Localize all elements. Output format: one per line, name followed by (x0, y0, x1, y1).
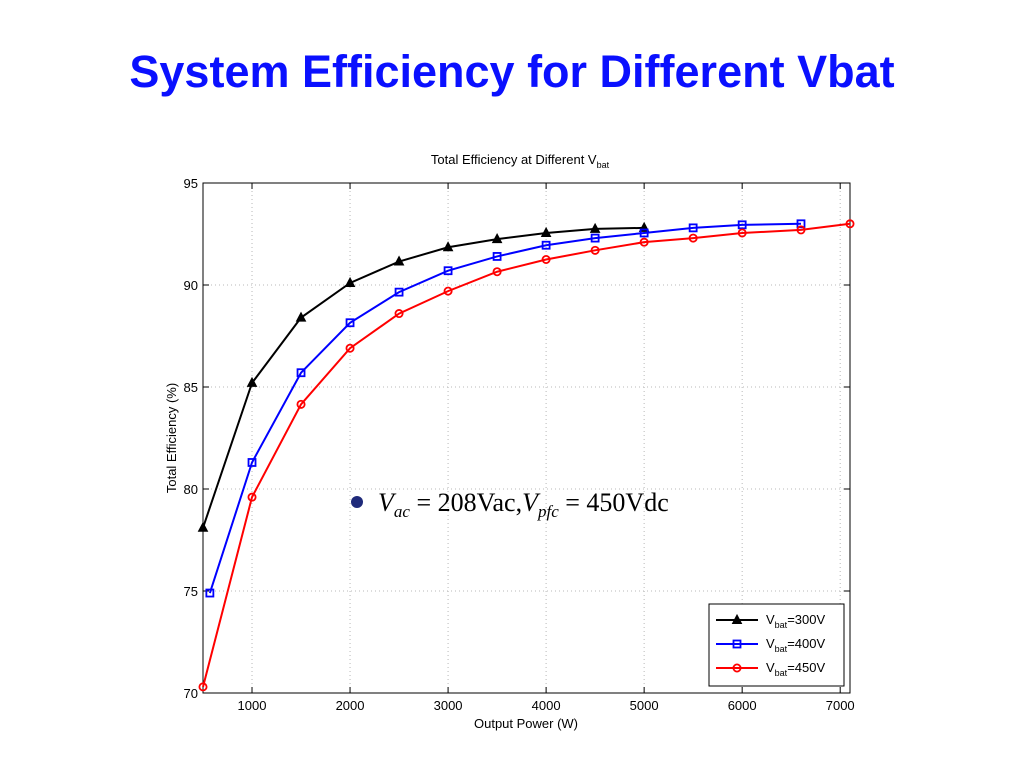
x-tick-label: 4000 (532, 698, 561, 713)
series-1 (205, 219, 806, 598)
annot-v1: V (378, 488, 397, 517)
chart-title-main: Total Efficiency at Different V (431, 152, 597, 167)
series-2 (198, 219, 855, 692)
data-point (796, 219, 806, 229)
annotation-bullet (351, 496, 363, 508)
data-point (442, 241, 454, 252)
data-point (589, 222, 601, 233)
data-point (688, 223, 698, 233)
data-point (491, 233, 503, 244)
legend-item-1: Vbat=400V (716, 636, 825, 654)
x-tick-label: 6000 (728, 698, 757, 713)
annot-eq1: = 208Vac, (410, 488, 522, 517)
y-tick-label: 85 (184, 380, 198, 395)
y-axis-label: Total Efficiency (%) (164, 383, 179, 493)
y-tick-label: 75 (184, 584, 198, 599)
y-tick-label: 95 (184, 176, 198, 191)
data-point (590, 245, 600, 255)
legend-item-2: Vbat=450V (716, 660, 825, 678)
y-tick-label: 70 (184, 686, 198, 701)
data-point (540, 226, 552, 237)
data-point (205, 588, 215, 598)
legend-label-sub: bat (775, 644, 788, 654)
data-point (796, 225, 806, 235)
x-tick-label: 1000 (238, 698, 267, 713)
chart-title-sub: bat (597, 160, 610, 170)
data-point (344, 276, 356, 287)
axis-ticks: 1000 2000 3000 4000 5000 6000 7000 70 75 80 85 90 95 (184, 176, 855, 713)
plot-frame (202, 182, 851, 694)
data-point (541, 254, 551, 264)
data-point (246, 376, 258, 387)
legend-label: Vbat=300V (766, 612, 825, 630)
annot-v2: V (522, 488, 541, 517)
slide-title: System Efficiency for Different Vbat (129, 46, 895, 97)
legend-item-0: Vbat=300V (716, 612, 825, 630)
data-point (845, 219, 855, 229)
chart-title: Total Efficiency at Different Vbat (431, 152, 610, 170)
data-point (247, 492, 257, 502)
y-tick-label: 80 (184, 482, 198, 497)
data-point (345, 318, 355, 328)
data-point (492, 267, 502, 277)
data-point (394, 287, 404, 297)
legend-marker (732, 663, 742, 673)
data-point (198, 682, 208, 692)
legend-label-value: =400V (787, 636, 825, 651)
series-line (202, 222, 851, 688)
annot-eq2: = 450Vdc (559, 488, 669, 517)
data-point (296, 368, 306, 378)
series-line (202, 226, 645, 529)
annotation: Vac = 208Vac,Vpfc = 450Vdc (351, 488, 669, 521)
legend-label-sub: bat (775, 620, 788, 630)
y-tick-label: 90 (184, 278, 198, 293)
x-tick-label: 7000 (826, 698, 855, 713)
data-point (443, 286, 453, 296)
series-layer (197, 219, 855, 692)
series-0 (197, 221, 650, 532)
data-point (345, 343, 355, 353)
data-point (296, 399, 306, 409)
legend-label-v: V (766, 612, 775, 627)
legend-marker (731, 613, 743, 624)
annot-v1-sub: ac (394, 502, 411, 521)
data-point (688, 233, 698, 243)
legend-label-v: V (766, 660, 775, 675)
data-point (393, 255, 405, 266)
data-point (492, 252, 502, 261)
legend-marker (732, 639, 742, 649)
x-tick-label: 3000 (434, 698, 463, 713)
legend-label-sub: bat (775, 668, 788, 678)
legend-label: Vbat=400V (766, 636, 825, 654)
legend-label-v: V (766, 636, 775, 651)
x-tick-label: 2000 (336, 698, 365, 713)
legend-label-value: =450V (787, 660, 825, 675)
data-point (247, 458, 257, 467)
data-point (590, 233, 600, 243)
legend-label-value: =300V (787, 612, 825, 627)
data-point (443, 266, 453, 276)
data-point (197, 521, 209, 532)
data-point (639, 237, 649, 247)
legend-label: Vbat=450V (766, 660, 825, 678)
data-point (639, 228, 649, 238)
data-point (394, 309, 404, 319)
x-tick-label: 5000 (630, 698, 659, 713)
data-point (737, 228, 747, 238)
data-point (737, 220, 747, 230)
data-point (541, 240, 551, 250)
series-line (208, 222, 802, 594)
x-axis-label: Output Power (W) (474, 716, 578, 731)
data-point (295, 311, 307, 322)
annotation-formula: Vac = 208Vac,Vpfc = 450Vdc (378, 488, 669, 521)
annot-v2-sub: pfc (537, 502, 559, 521)
